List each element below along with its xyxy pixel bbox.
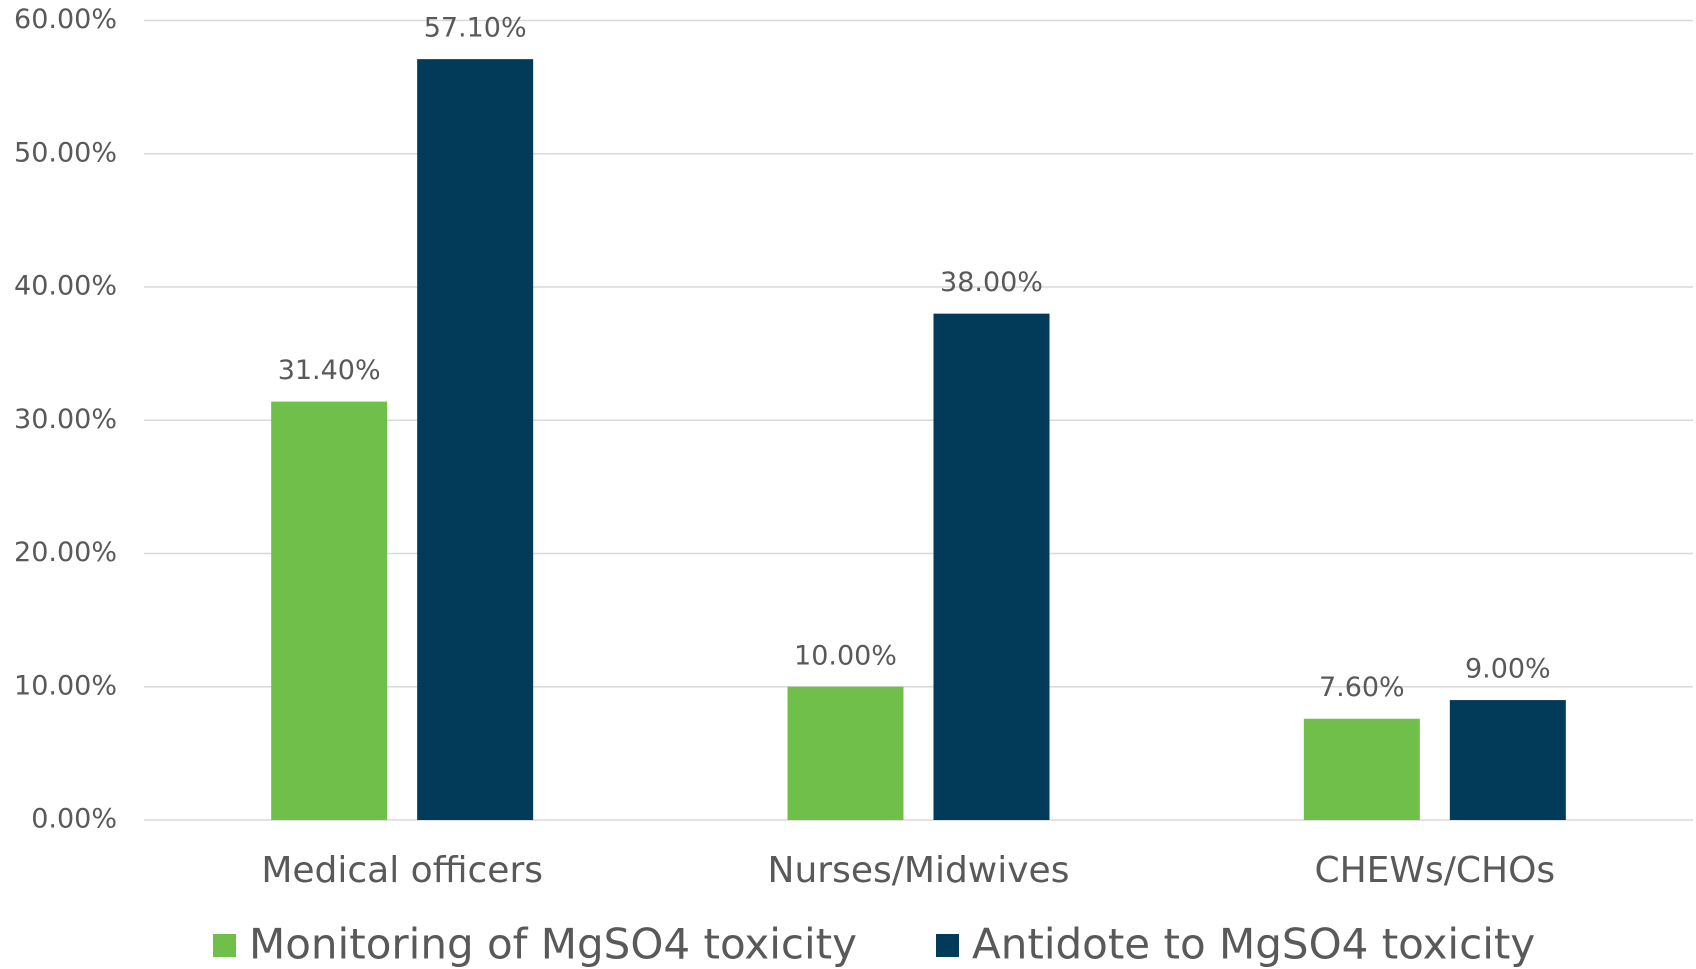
legend-label: Monitoring of MgSO4 toxicity <box>249 920 857 969</box>
y-tick-label: 60.00% <box>14 4 117 35</box>
value-label: 38.00% <box>940 267 1043 298</box>
legend-swatch <box>936 934 959 957</box>
bar <box>417 59 534 820</box>
bar <box>271 401 388 820</box>
y-tick-label: 30.00% <box>14 404 117 435</box>
value-label: 10.00% <box>794 640 897 671</box>
value-label: 7.60% <box>1319 672 1405 703</box>
value-label: 9.00% <box>1465 654 1551 685</box>
y-tick-label: 0.00% <box>31 804 117 835</box>
legend-swatch <box>213 934 236 957</box>
y-tick-label: 20.00% <box>14 537 117 568</box>
x-tick-label: CHEWs/CHOs <box>1314 850 1555 891</box>
bar <box>1449 700 1566 820</box>
y-tick-label: 50.00% <box>14 137 117 168</box>
x-tick-label: Nurses/Midwives <box>768 850 1070 891</box>
x-tick-label: Medical officers <box>261 850 543 891</box>
bar <box>787 686 904 820</box>
value-label: 31.40% <box>278 355 381 386</box>
value-label: 57.10% <box>424 13 527 44</box>
legend-label: Antidote to MgSO4 toxicity <box>972 920 1535 969</box>
y-tick-label: 40.00% <box>14 271 117 302</box>
bar <box>1303 718 1420 820</box>
bar <box>933 313 1050 820</box>
y-tick-label: 10.00% <box>14 670 117 701</box>
